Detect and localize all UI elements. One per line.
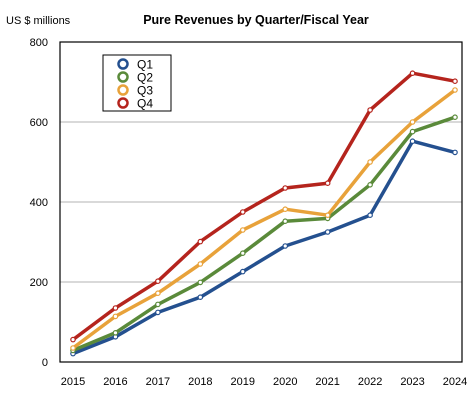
data-point-q2 bbox=[282, 218, 289, 225]
data-point-q4 bbox=[239, 209, 246, 215]
data-point-q1 bbox=[367, 212, 373, 219]
legend-label-q2: Q2 bbox=[137, 71, 153, 85]
series-q1 bbox=[70, 138, 458, 357]
data-point-q3 bbox=[155, 290, 161, 297]
data-point-q4 bbox=[70, 336, 76, 343]
data-point-q2 bbox=[155, 301, 161, 308]
x-axis: 2015 2016 2017 2018 2019 2020 2021 2022 2023 2024 bbox=[61, 376, 467, 388]
data-point-q4 bbox=[324, 180, 331, 187]
data-point-q3 bbox=[409, 119, 416, 125]
data-point-q3 bbox=[282, 206, 289, 213]
data-point-q2 bbox=[452, 114, 458, 121]
x-tick-label: 2022 bbox=[358, 376, 382, 388]
chart-title: Pure Revenues by Quarter/Fiscal Year bbox=[143, 13, 369, 27]
data-point-q4 bbox=[452, 78, 458, 85]
data-point-q2 bbox=[367, 182, 373, 188]
data-point-q3 bbox=[197, 261, 204, 267]
legend-label-q4: Q4 bbox=[137, 97, 153, 111]
data-point-q1 bbox=[155, 309, 161, 316]
data-point-q3 bbox=[70, 345, 76, 351]
series-lines bbox=[70, 70, 458, 357]
data-point-q3 bbox=[239, 227, 246, 233]
legend-marker-q3 bbox=[117, 84, 129, 96]
x-tick-label: 2018 bbox=[188, 376, 212, 388]
y-axis-unit-label: US $ millions bbox=[6, 15, 71, 27]
series-line-q2 bbox=[71, 115, 457, 353]
legend-marker-q4 bbox=[117, 97, 129, 109]
data-point-q1 bbox=[239, 268, 246, 275]
x-tick-label: 2017 bbox=[146, 376, 170, 388]
legend-marker-q2 bbox=[117, 71, 129, 83]
x-tick-label: 2016 bbox=[103, 376, 127, 388]
data-point-q3 bbox=[112, 313, 119, 320]
legend-marker-q1 bbox=[117, 58, 129, 70]
x-tick-label: 2015 bbox=[61, 376, 85, 388]
data-point-q3 bbox=[452, 87, 458, 93]
x-tick-label: 2024 bbox=[443, 376, 467, 388]
data-point-q4 bbox=[112, 305, 119, 311]
y-tick-label: 0 bbox=[42, 357, 48, 369]
data-point-q4 bbox=[197, 238, 204, 245]
data-point-q4 bbox=[367, 107, 373, 113]
data-point-q1 bbox=[282, 243, 289, 249]
legend-label-q3: Q3 bbox=[137, 84, 153, 98]
data-point-q3 bbox=[367, 159, 373, 165]
data-point-q1 bbox=[452, 149, 458, 156]
y-axis: 0 200 400 600 800 bbox=[30, 37, 48, 369]
data-point-q3 bbox=[324, 212, 331, 219]
x-tick-label: 2020 bbox=[273, 376, 297, 388]
data-point-q2 bbox=[409, 128, 416, 135]
series-line-q4 bbox=[71, 71, 457, 342]
y-tick-label: 600 bbox=[30, 117, 48, 129]
data-point-q1 bbox=[197, 294, 204, 301]
data-point-q2 bbox=[239, 250, 246, 257]
y-tick-label: 800 bbox=[30, 37, 48, 49]
series-line-q1 bbox=[71, 139, 457, 356]
data-point-q1 bbox=[324, 229, 331, 235]
data-point-q2 bbox=[112, 329, 119, 336]
series-q3 bbox=[70, 87, 458, 351]
data-point-q1 bbox=[409, 138, 416, 145]
legend-label-q1: Q1 bbox=[137, 58, 153, 72]
series-q4 bbox=[70, 70, 458, 343]
data-point-q4 bbox=[409, 70, 416, 77]
x-tick-label: 2023 bbox=[400, 376, 424, 388]
data-point-q4 bbox=[155, 278, 161, 285]
y-tick-label: 200 bbox=[30, 277, 48, 289]
x-tick-label: 2019 bbox=[231, 376, 255, 388]
legend-box bbox=[102, 54, 172, 112]
plot-area-frame bbox=[59, 41, 463, 363]
data-point-q2 bbox=[197, 279, 204, 286]
data-point-q4 bbox=[282, 185, 289, 191]
series-q2 bbox=[70, 114, 458, 354]
series-line-q3 bbox=[71, 88, 457, 350]
y-tick-label: 400 bbox=[30, 197, 48, 209]
x-tick-label: 2021 bbox=[315, 376, 339, 388]
